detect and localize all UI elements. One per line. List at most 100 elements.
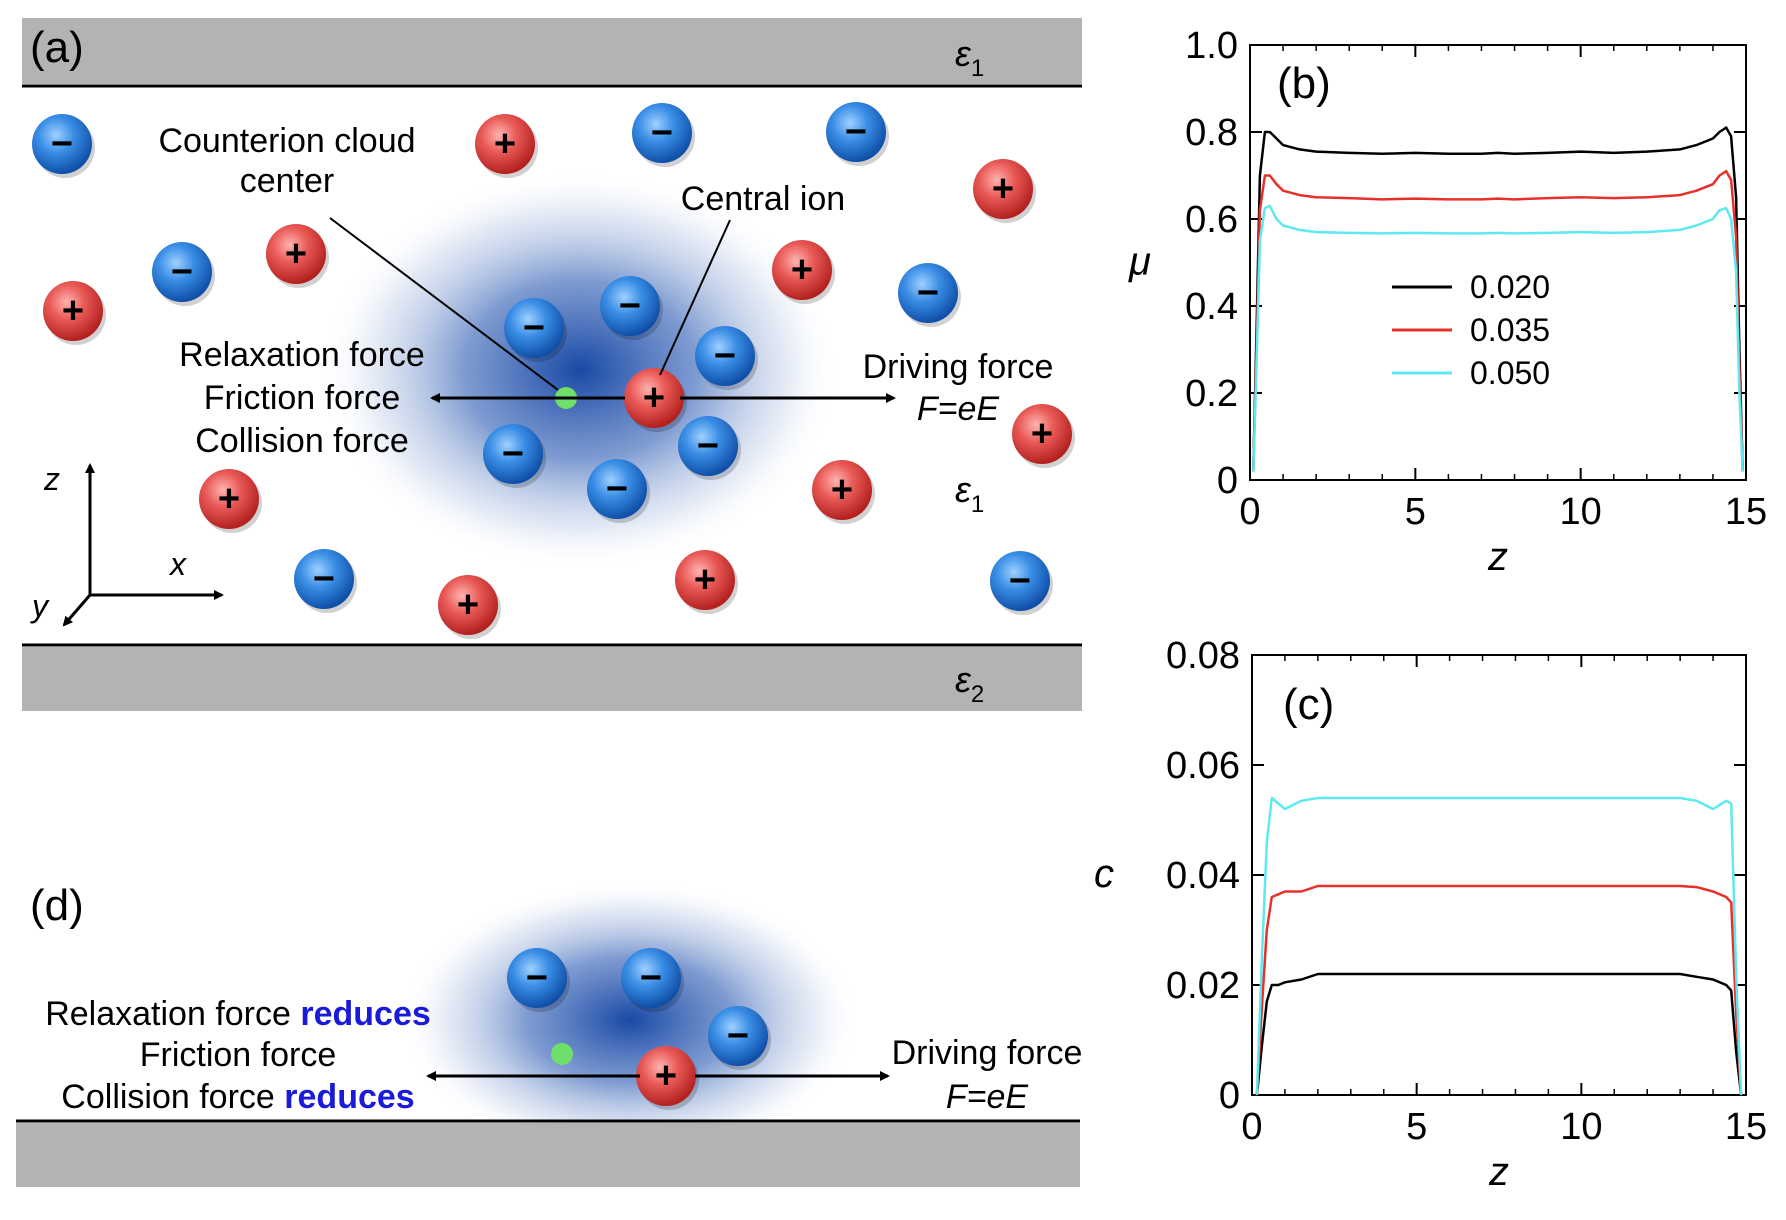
minus-sign: − <box>917 272 939 314</box>
anion-ion: − <box>708 1006 771 1070</box>
cation-ion: + <box>624 368 687 432</box>
y-tick-label: 0.08 <box>1166 635 1240 677</box>
cation-ion: + <box>475 114 538 178</box>
central-ion-label: Central ion <box>681 180 845 218</box>
cation-ball <box>675 550 735 610</box>
plus-sign: + <box>791 249 813 291</box>
axis-z-label: z <box>43 461 60 497</box>
plus-sign: + <box>643 377 665 419</box>
x-tick-label: 0 <box>1239 491 1260 533</box>
x-tick-label: 10 <box>1560 491 1602 533</box>
y-axis-label: c <box>1094 852 1114 896</box>
panel-label: (b) <box>1277 59 1331 108</box>
series-line-0.035 <box>1255 884 1743 1096</box>
relaxation-force-label: Relaxation force <box>179 336 425 374</box>
wall-d <box>16 1123 1080 1187</box>
cation-ball <box>973 159 1033 219</box>
anion-ion: − <box>826 102 889 166</box>
legend-label: 0.050 <box>1470 355 1550 391</box>
y-tick-label: 0.06 <box>1166 745 1240 787</box>
collision-force-d: Collision force reduces <box>61 1078 414 1116</box>
epsilon-bottom: ε2 <box>955 659 984 708</box>
anion-ion: − <box>294 549 357 613</box>
x-tick-label: 15 <box>1725 1106 1767 1148</box>
axis-y-arrow <box>62 594 92 627</box>
panel-a-label: (a) <box>30 23 84 72</box>
cation-ion: + <box>438 575 501 639</box>
minus-sign: − <box>606 468 628 510</box>
anion-ion: − <box>678 416 741 480</box>
minus-sign: − <box>502 433 524 475</box>
epsilon-middle: ε1 <box>955 469 984 518</box>
anion-ion: − <box>632 103 695 167</box>
cation-ball <box>43 281 103 341</box>
cation-ball <box>772 240 832 300</box>
counterion-label-line2: center <box>240 162 335 200</box>
minus-sign: − <box>171 251 193 293</box>
collision-reduces-emph: reduces <box>284 1078 414 1116</box>
anion-ball <box>483 424 543 484</box>
panel-a: (a) ε1 ε1 ε2 − + − −+− ++ −−−+−+− −−+++−++ − Co… <box>22 18 1082 711</box>
anion-ball <box>32 114 92 174</box>
ion-group-a: − + − −+− ++ −−−+−+− −−+++−++ − <box>32 102 1075 639</box>
anion-ball <box>600 276 660 336</box>
legend-label: 0.020 <box>1470 269 1550 305</box>
anion-ball <box>678 416 738 476</box>
cation-ion: + <box>1012 404 1075 468</box>
cloud-center-dot-d <box>551 1043 573 1065</box>
plus-sign: + <box>218 478 240 520</box>
cation-ball <box>266 224 326 284</box>
x-tick-label: 0 <box>1241 1106 1262 1148</box>
ion-group-d: − − − + <box>507 948 771 1110</box>
series-line-0.020 <box>1252 126 1744 472</box>
bottom-wall <box>22 647 1082 711</box>
anion-ion: − <box>504 298 567 362</box>
anion-ball <box>826 102 886 162</box>
central-ion-pointer-line <box>659 219 731 376</box>
anion-ion: − <box>483 424 546 488</box>
minus-sign: − <box>523 307 545 349</box>
y-tick-label: 0.04 <box>1166 855 1240 897</box>
plus-sign: + <box>457 584 479 626</box>
cation-ion: + <box>973 159 1036 223</box>
panel-d: (d) − − − + Relaxation force reduces Fricti… <box>16 880 1082 1187</box>
anion-ion: − <box>152 242 215 306</box>
anion-ball <box>507 948 567 1008</box>
cation-ion: + <box>199 469 262 533</box>
minus-sign: − <box>640 957 662 999</box>
cation-ball <box>636 1046 696 1106</box>
y-tick-label: 1.0 <box>1185 25 1238 67</box>
x-tick-label: 15 <box>1725 491 1767 533</box>
cation-ion: + <box>772 240 835 304</box>
x-tick-label: 10 <box>1560 1106 1602 1148</box>
counterion-cloud-d <box>400 880 860 1160</box>
y-tick-label: 0.02 <box>1166 965 1240 1007</box>
anion-ball <box>504 298 564 358</box>
panel-d-label: (d) <box>30 881 84 930</box>
y-tick-label: 0.4 <box>1185 286 1238 328</box>
driving-force-label-d: Driving force <box>892 1034 1083 1072</box>
anion-ion: − <box>587 459 650 523</box>
cation-ion: + <box>43 281 106 345</box>
minus-sign: − <box>51 123 73 165</box>
cation-ball <box>1012 404 1072 464</box>
epsilon-top: ε1 <box>955 33 984 82</box>
driving-formula-label-d: F=eE <box>946 1078 1029 1116</box>
anion-ball <box>695 326 755 386</box>
anion-ball <box>990 551 1050 611</box>
anion-ion: − <box>695 326 758 390</box>
plus-sign: + <box>694 559 716 601</box>
y-tick-label: 0.2 <box>1185 373 1238 415</box>
cation-ball <box>812 460 872 520</box>
collision-force-label: Collision force <box>195 422 409 460</box>
plus-sign: + <box>285 233 307 275</box>
anion-ion: − <box>898 263 961 327</box>
anion-ion: − <box>507 948 570 1012</box>
axis-y-label: y <box>30 588 50 624</box>
cation-ball <box>199 469 259 529</box>
cation-ion: + <box>636 1046 699 1110</box>
anion-ion: − <box>32 114 95 178</box>
relaxation-reduces-emph: reduces <box>300 995 430 1033</box>
minus-sign: − <box>727 1015 749 1057</box>
plus-sign: + <box>494 123 516 165</box>
